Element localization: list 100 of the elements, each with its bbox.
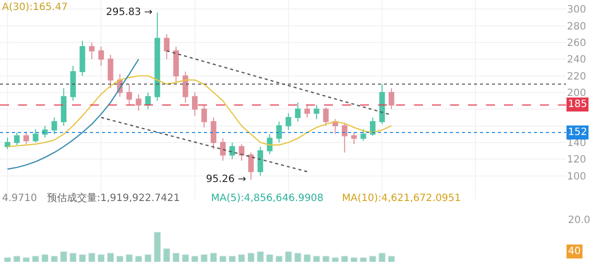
candlestick (370, 116, 376, 136)
bar (210, 252, 218, 262)
candlestick (173, 46, 179, 83)
bar (78, 254, 86, 262)
y-tick-label: 220 (567, 71, 586, 82)
ref-line-label: 185 (568, 99, 588, 110)
candlestick (276, 121, 282, 143)
bar (228, 256, 236, 262)
bar (294, 252, 302, 262)
bar (350, 257, 358, 262)
y-tick-label: 280 (567, 21, 586, 32)
candlestick (351, 132, 357, 145)
candlestick (238, 144, 244, 162)
bar (60, 251, 68, 262)
candlestick (323, 106, 329, 126)
bar (191, 256, 198, 262)
annotation: 4.9710 (2, 193, 37, 204)
annotation: 95.26 → (206, 174, 246, 185)
bar (22, 257, 30, 262)
y-tick-label: 100 (567, 171, 586, 182)
candlestick (145, 92, 151, 110)
candlestick (126, 84, 132, 106)
bar (276, 256, 283, 262)
bar (238, 254, 246, 262)
candlestick (258, 146, 264, 176)
candlestick (286, 112, 292, 130)
bar (106, 252, 114, 262)
bar (126, 254, 133, 262)
y-tick-label: 260 (567, 38, 586, 49)
ref-line-label: 152 (568, 127, 588, 138)
y-tick-label: 120 (567, 154, 586, 166)
annotation: MA(10):4,621,672.0951 (342, 193, 461, 204)
y-tick-label: 300 (567, 4, 586, 16)
bar (144, 254, 152, 262)
bar (266, 254, 274, 262)
bar (135, 256, 142, 262)
bar (360, 257, 367, 262)
candlestick (360, 128, 366, 142)
candlestick (220, 138, 226, 162)
candlestick (60, 88, 66, 126)
bar (388, 256, 395, 262)
bar (369, 256, 376, 262)
candlestick (32, 128, 38, 143)
bar (41, 254, 48, 262)
bar (304, 254, 311, 262)
chart-title: A(30):165.47 (2, 2, 68, 13)
bar (13, 256, 20, 262)
candlestick (388, 88, 394, 110)
candlestick (342, 122, 348, 153)
candlestick (108, 54, 114, 89)
line-series (6, 75, 392, 148)
candlestick (379, 84, 385, 125)
annotation: 预估成交量:1,919,922.7421 (47, 192, 180, 204)
bar (284, 251, 292, 262)
bar (116, 256, 124, 262)
bar (32, 256, 40, 262)
candlestick (80, 40, 86, 76)
text: 40 (568, 246, 581, 257)
bar (322, 256, 330, 262)
bar (378, 252, 386, 262)
bar (219, 256, 226, 262)
bar (313, 256, 320, 262)
bar (182, 254, 189, 262)
candlestick (23, 131, 30, 145)
bar (50, 256, 58, 262)
bar (341, 256, 348, 262)
bar (98, 254, 105, 262)
bar (4, 257, 12, 262)
candlestick (164, 34, 170, 60)
candlestick (314, 104, 320, 120)
bar (88, 252, 96, 262)
bar (154, 232, 161, 262)
candlestick (295, 102, 301, 122)
candlestick (4, 136, 10, 150)
candlestick (229, 142, 236, 160)
line-series (6, 58, 140, 170)
candlestick (136, 94, 142, 112)
candlestick (192, 92, 198, 116)
annotation: 295.83 → (106, 7, 153, 18)
candlestick (70, 65, 76, 102)
y-tick-label: 240 (567, 54, 586, 66)
candlestick (304, 104, 310, 118)
candlestick (14, 132, 20, 146)
bar (200, 254, 208, 262)
candlestick (98, 46, 104, 66)
candlestick (52, 116, 58, 135)
bar (163, 248, 170, 262)
bar (247, 252, 254, 262)
text: 20.0 (568, 215, 590, 226)
bar (256, 251, 264, 262)
candlestick (210, 116, 216, 150)
candlestick (182, 71, 188, 103)
y-tick-label: 200 (567, 88, 586, 99)
bar (332, 257, 339, 262)
annotation: MA(5):4,856,646.9908 (211, 193, 324, 204)
candlestick (154, 12, 160, 102)
candlestick (248, 152, 254, 180)
candlestick (266, 134, 272, 155)
bar (172, 252, 180, 262)
bar (70, 252, 77, 262)
